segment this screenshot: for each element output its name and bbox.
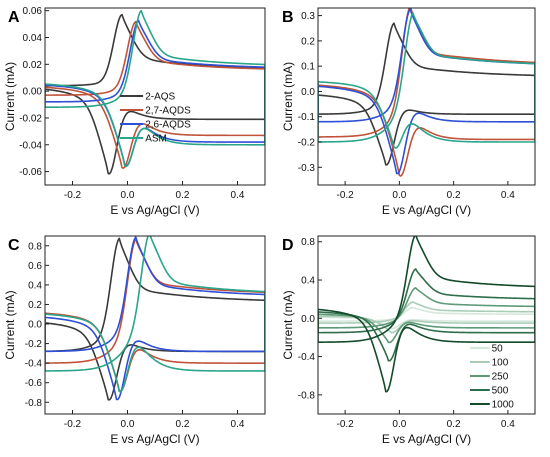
y-axis-label: Current (mA) xyxy=(3,290,17,359)
y-tick-label: 0.1 xyxy=(301,62,315,73)
y-axis-label: Current (mA) xyxy=(281,62,295,131)
panel-letter: D xyxy=(282,237,294,254)
x-axis-label: E vs Ag/AgCl (V) xyxy=(110,432,199,446)
series-line-1000 xyxy=(318,236,535,393)
series-line-2-aqs xyxy=(318,22,535,166)
y-tick-label: 0.0 xyxy=(301,314,315,325)
legend-label: 2-AQS xyxy=(145,92,175,103)
x-tick-label: 0.4 xyxy=(501,419,515,430)
y-tick-label: 0.06 xyxy=(23,6,43,17)
panel-c: -0.2 0.0 0.2 0.4 -0.8 -0.6 -0.4 -0.2 0.0 0.2 0.4 0.… xyxy=(3,235,266,446)
y-tick-label: -0.2 xyxy=(25,339,43,350)
legend-label: 50 xyxy=(492,344,504,355)
y-tick-label: 0.4 xyxy=(301,276,315,287)
plot-area xyxy=(45,9,265,175)
x-tick-label: -0.2 xyxy=(64,190,82,201)
y-axis-label: Current (mA) xyxy=(281,290,295,359)
y-tick-label: -0.4 xyxy=(298,352,316,363)
panel-b: -0.2 0.0 0.2 0.4 -0.3 -0.2 -0.1 0.0 0.1 0.2 0.3 E v… xyxy=(281,7,536,217)
panel-letter: A xyxy=(8,9,20,26)
y-tick-label: -0.04 xyxy=(19,140,42,151)
y-tick-label: 0.6 xyxy=(28,261,42,272)
y-axis-label: Current (mA) xyxy=(3,62,17,131)
y-tick-label: -0.2 xyxy=(298,138,316,149)
x-tick-label: -0.2 xyxy=(64,419,82,430)
x-tick-label: -0.2 xyxy=(337,419,355,430)
y-tick-label: 0.0 xyxy=(28,320,42,331)
legend-label: 500 xyxy=(492,386,509,397)
panel-letter: B xyxy=(282,9,294,26)
plot-frame xyxy=(44,235,266,415)
plot-area xyxy=(318,236,535,393)
y-tick-label: 0.2 xyxy=(301,36,315,47)
x-tick-label: 0.0 xyxy=(392,419,406,430)
x-tick-label: 0.0 xyxy=(392,190,406,201)
y-tick-label: -0.02 xyxy=(19,113,42,124)
series-line-asm xyxy=(45,9,265,168)
series-line-100 xyxy=(318,301,535,334)
y-tick-label: 0.3 xyxy=(301,11,315,22)
y-tick-label: -0.1 xyxy=(298,112,316,123)
y-tick-label: 0.0 xyxy=(301,87,315,98)
x-tick-label: 0.4 xyxy=(231,190,245,201)
series-line-2-aqs xyxy=(45,237,265,401)
x-tick-label: 0.4 xyxy=(501,190,515,201)
y-tick-label: -0.06 xyxy=(19,167,42,178)
series-line-2-7-aqds xyxy=(45,20,265,169)
y-tick-label: 0.8 xyxy=(28,241,42,252)
panel-letter: C xyxy=(8,237,20,254)
legend: 2-AQS 2,7-AQDS 2,6-AQDS ASM xyxy=(120,92,191,145)
legend: 50 100 250 500 1000 xyxy=(470,344,514,411)
y-tick-label: 0.04 xyxy=(23,33,43,44)
y-tick-label: 0.4 xyxy=(28,280,42,291)
x-axis-label: E vs Ag/AgCl (V) xyxy=(382,432,471,446)
x-tick-label: 0.2 xyxy=(447,419,461,430)
x-axis-label: E vs Ag/AgCl (V) xyxy=(382,203,471,217)
x-tick-label: 0.0 xyxy=(121,190,135,201)
y-tick-label: 0.2 xyxy=(28,300,42,311)
y-tick-label: -0.8 xyxy=(298,390,316,401)
legend-label: 250 xyxy=(492,372,509,383)
y-tick-label: 0.8 xyxy=(301,237,315,248)
series-line-2-6-aqds xyxy=(318,8,535,175)
legend-label: 100 xyxy=(492,358,509,369)
plot-frame xyxy=(317,7,536,186)
legend-label: 2,7-AQDS xyxy=(145,106,191,117)
series-line-2-6-aqds xyxy=(45,236,265,401)
panel-d: -0.2 0.0 0.2 0.4 -0.8 -0.4 0.0 0.4 0.8 E vs Ag/Ag… xyxy=(281,235,536,446)
x-tick-label: 0.2 xyxy=(176,190,190,201)
legend-label: 1000 xyxy=(492,400,515,411)
x-tick-label: 0.2 xyxy=(176,419,190,430)
series-line-2-aqs xyxy=(45,13,265,175)
plot-frame xyxy=(44,7,266,186)
series-line-asm xyxy=(45,236,265,393)
y-tick-label: -0.3 xyxy=(298,163,316,174)
series-line-2-7-aqds xyxy=(45,238,265,392)
series-line-500 xyxy=(318,268,535,362)
x-tick-label: 0.0 xyxy=(121,419,135,430)
y-tick-label: -0.8 xyxy=(25,398,43,409)
panel-a: -0.2 0.0 0.2 0.4 -0.06 -0.04 -0.02 0.00 0.02 0.04… xyxy=(3,6,266,217)
legend-label: 2,6-AQDS xyxy=(145,120,191,131)
x-axis-label: E vs Ag/AgCl (V) xyxy=(110,203,199,217)
plot-area xyxy=(318,8,535,177)
x-tick-label: -0.2 xyxy=(337,190,355,201)
legend-label: ASM xyxy=(145,134,167,145)
y-tick-label: -0.4 xyxy=(25,359,43,370)
series-line-asm xyxy=(318,12,535,149)
plot-area xyxy=(45,236,265,401)
x-tick-label: 0.4 xyxy=(231,419,245,430)
plot-frame xyxy=(317,235,536,415)
y-tick-label: 0.02 xyxy=(23,60,43,71)
y-tick-label: -0.6 xyxy=(25,378,43,389)
series-line-2-7-aqds xyxy=(318,8,535,177)
y-tick-label: 0.00 xyxy=(23,87,43,98)
x-tick-label: 0.2 xyxy=(447,190,461,201)
series-line-250 xyxy=(318,287,535,344)
